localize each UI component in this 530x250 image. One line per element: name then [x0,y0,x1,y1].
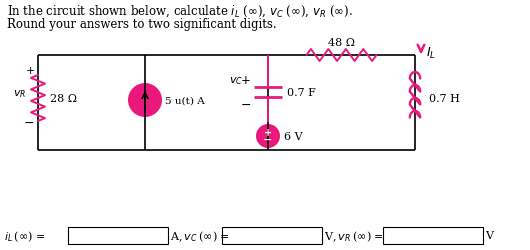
Text: $i_L$ ($\infty$) =: $i_L$ ($\infty$) = [4,228,46,243]
FancyBboxPatch shape [68,227,168,244]
FancyBboxPatch shape [383,227,483,244]
Text: −: − [241,98,251,111]
Text: 0.7 F: 0.7 F [287,88,316,98]
Circle shape [256,124,280,148]
Text: −: − [263,134,273,144]
Text: In the circuit shown below, calculate $i_L$ ($\infty$), $v_C$ ($\infty$), $v_R$ : In the circuit shown below, calculate $i… [7,4,352,20]
Text: 0.7 H: 0.7 H [429,94,460,104]
Text: +: + [241,74,251,87]
Text: +: + [25,66,35,76]
Circle shape [128,84,162,117]
Text: 6 V: 6 V [284,132,303,141]
Text: 28 Ω: 28 Ω [50,94,77,104]
Text: $v_C$: $v_C$ [229,75,243,86]
Text: $v_R$: $v_R$ [13,88,26,100]
Text: V, $v_R$ ($\infty$) =: V, $v_R$ ($\infty$) = [324,228,384,243]
Text: A, $v_C$ ($\infty$) =: A, $v_C$ ($\infty$) = [170,228,230,243]
Text: −: − [23,116,34,129]
Text: Round your answers to two significant digits.: Round your answers to two significant di… [7,18,277,31]
Text: 48 Ω: 48 Ω [328,38,355,48]
Text: +: + [264,128,272,138]
Text: $I_L$: $I_L$ [426,45,436,60]
FancyBboxPatch shape [222,227,322,244]
Text: 5 u(t) A: 5 u(t) A [165,96,205,105]
Text: V: V [485,230,493,240]
